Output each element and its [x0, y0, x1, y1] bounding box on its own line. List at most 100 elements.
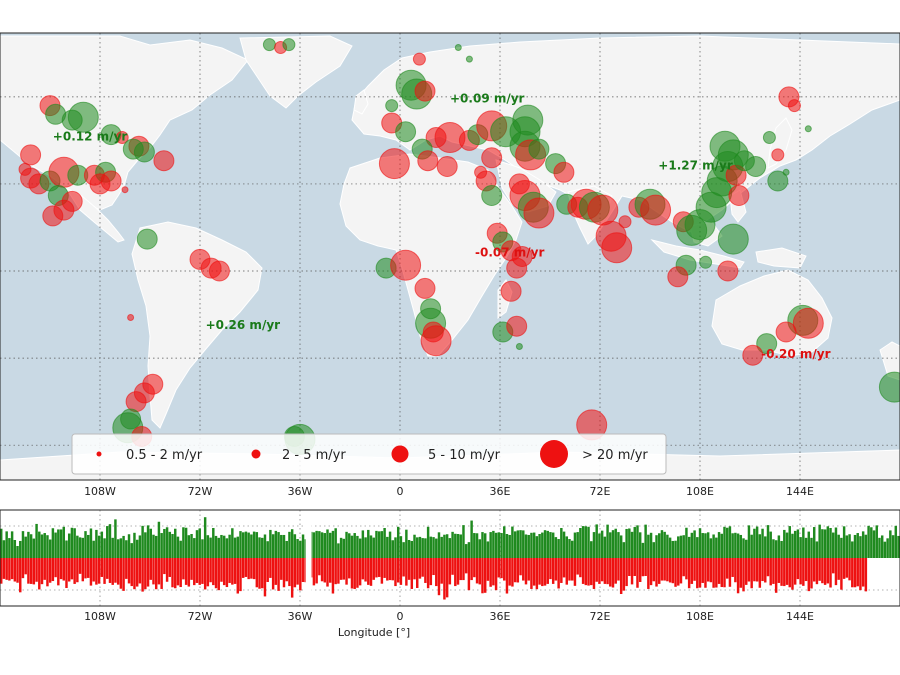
bar-positive-176: [478, 539, 481, 558]
map-point-113: [699, 255, 713, 269]
bar-positive-330: [897, 535, 900, 558]
bar-positive-189: [513, 531, 517, 558]
bar-positive-279: [758, 534, 762, 558]
bar-positive-149: [405, 529, 408, 558]
bar-negative-269: [731, 558, 734, 577]
map-point-91: [515, 343, 523, 350]
bar-negative-213: [579, 558, 582, 578]
bar-positive-261: [709, 538, 713, 558]
bar-positive-135: [367, 529, 370, 558]
bar-positive-84: [228, 534, 231, 558]
bar-positive-290: [788, 526, 791, 558]
bar-negative-308: [837, 558, 840, 580]
bar-positive-304: [826, 526, 830, 558]
map-point-70: [523, 197, 555, 229]
bar-negative-9: [24, 558, 27, 575]
legend-label-4: > 20 m/yr: [582, 448, 648, 463]
bar-positive-204: [554, 537, 558, 558]
bar-positive-302: [821, 529, 824, 558]
bar-negative-199: [541, 558, 544, 587]
bar-positive-54: [146, 525, 150, 558]
bar-negative-227: [617, 558, 620, 581]
bar-negative-305: [829, 558, 832, 588]
bar-positive-270: [734, 532, 737, 558]
bar-positive-312: [848, 534, 851, 558]
map-point-98: [640, 194, 672, 226]
bar-negative-167: [454, 558, 457, 587]
bar-negative-135: [367, 558, 370, 585]
bar-negative-55: [149, 558, 152, 580]
bar-negative-101: [274, 558, 278, 585]
bar-positive-45: [122, 535, 125, 558]
bar-negative-251: [682, 558, 685, 577]
bar-positive-246: [668, 537, 672, 558]
bar-negative-240: [652, 558, 656, 582]
map-x-tick-labels: 108W 72W 36W 0 36E 72E 108E 144E: [84, 485, 814, 498]
bar-positive-144: [391, 540, 394, 558]
bar-positive-155: [421, 538, 424, 558]
bar-negative-43: [116, 558, 120, 585]
bar-positive-284: [772, 539, 775, 558]
bar-negative-92: [250, 558, 253, 579]
bar-negative-148: [402, 558, 405, 577]
bar-negative-120: [326, 558, 329, 587]
bar-positive-59: [160, 533, 163, 558]
bar-positive-293: [796, 529, 800, 558]
bar-positive-274: [745, 539, 748, 558]
bar-negative-173: [470, 558, 473, 581]
bar-positive-3: [8, 538, 11, 558]
map-point-123: [804, 125, 812, 133]
bar-negative-102: [277, 558, 280, 591]
bar-positive-232: [630, 531, 634, 558]
land-indonesia: [650, 239, 745, 269]
map-point-40: [412, 52, 426, 66]
bar-negative-274: [745, 558, 748, 585]
bar-negative-10: [27, 558, 30, 584]
legend-label-1: 0.5 - 2 m/yr: [126, 448, 203, 463]
bar-negative-264: [717, 558, 721, 584]
bar-negative-236: [641, 558, 645, 577]
bar-negative-50: [135, 558, 139, 587]
bar-positive-22: [59, 529, 63, 558]
bar-positive-108: [293, 534, 297, 558]
bar-negative-188: [511, 558, 514, 587]
bar-positive-277: [753, 528, 756, 558]
bar-negative-207: [562, 558, 566, 578]
map-point-83: [414, 277, 436, 299]
bar-positive-253: [687, 536, 691, 558]
bar-negative-222: [603, 558, 607, 584]
bar-positive-11: [29, 534, 33, 558]
bar-negative-268: [728, 558, 732, 587]
bar-negative-287: [780, 558, 783, 586]
bar-positive-107: [290, 529, 294, 558]
map-point-41: [454, 44, 462, 51]
bar-positive-180: [489, 532, 492, 558]
map-point-119: [767, 170, 789, 192]
map-point-3: [67, 101, 99, 133]
bar-negative-312: [848, 558, 851, 581]
bar-positive-110: [299, 540, 302, 558]
bar-negative-84: [228, 558, 231, 583]
bar-negative-106: [288, 558, 291, 587]
bar-negative-203: [551, 558, 555, 584]
bar-negative-86: [233, 558, 237, 584]
bar-positive-268: [728, 526, 732, 558]
bar-negative-206: [560, 558, 563, 583]
bar-negative-166: [451, 558, 454, 575]
bar-negative-232: [630, 558, 634, 585]
bar-positive-286: [777, 535, 781, 558]
bar-negative-235: [638, 558, 642, 582]
bar-negative-239: [649, 558, 653, 586]
bar-positive-185: [503, 526, 506, 558]
bar-negative-107: [290, 558, 294, 598]
bar-negative-159: [432, 558, 435, 576]
bar-negative-94: [255, 558, 259, 588]
map-point-110: [745, 156, 767, 177]
legend-marker-2: [251, 449, 261, 459]
bar-negative-80: [217, 558, 220, 591]
bar-negative-237: [644, 558, 647, 576]
bar-positive-43: [116, 539, 120, 558]
bar-negative-76: [206, 558, 210, 587]
bar-negative-234: [636, 558, 639, 588]
